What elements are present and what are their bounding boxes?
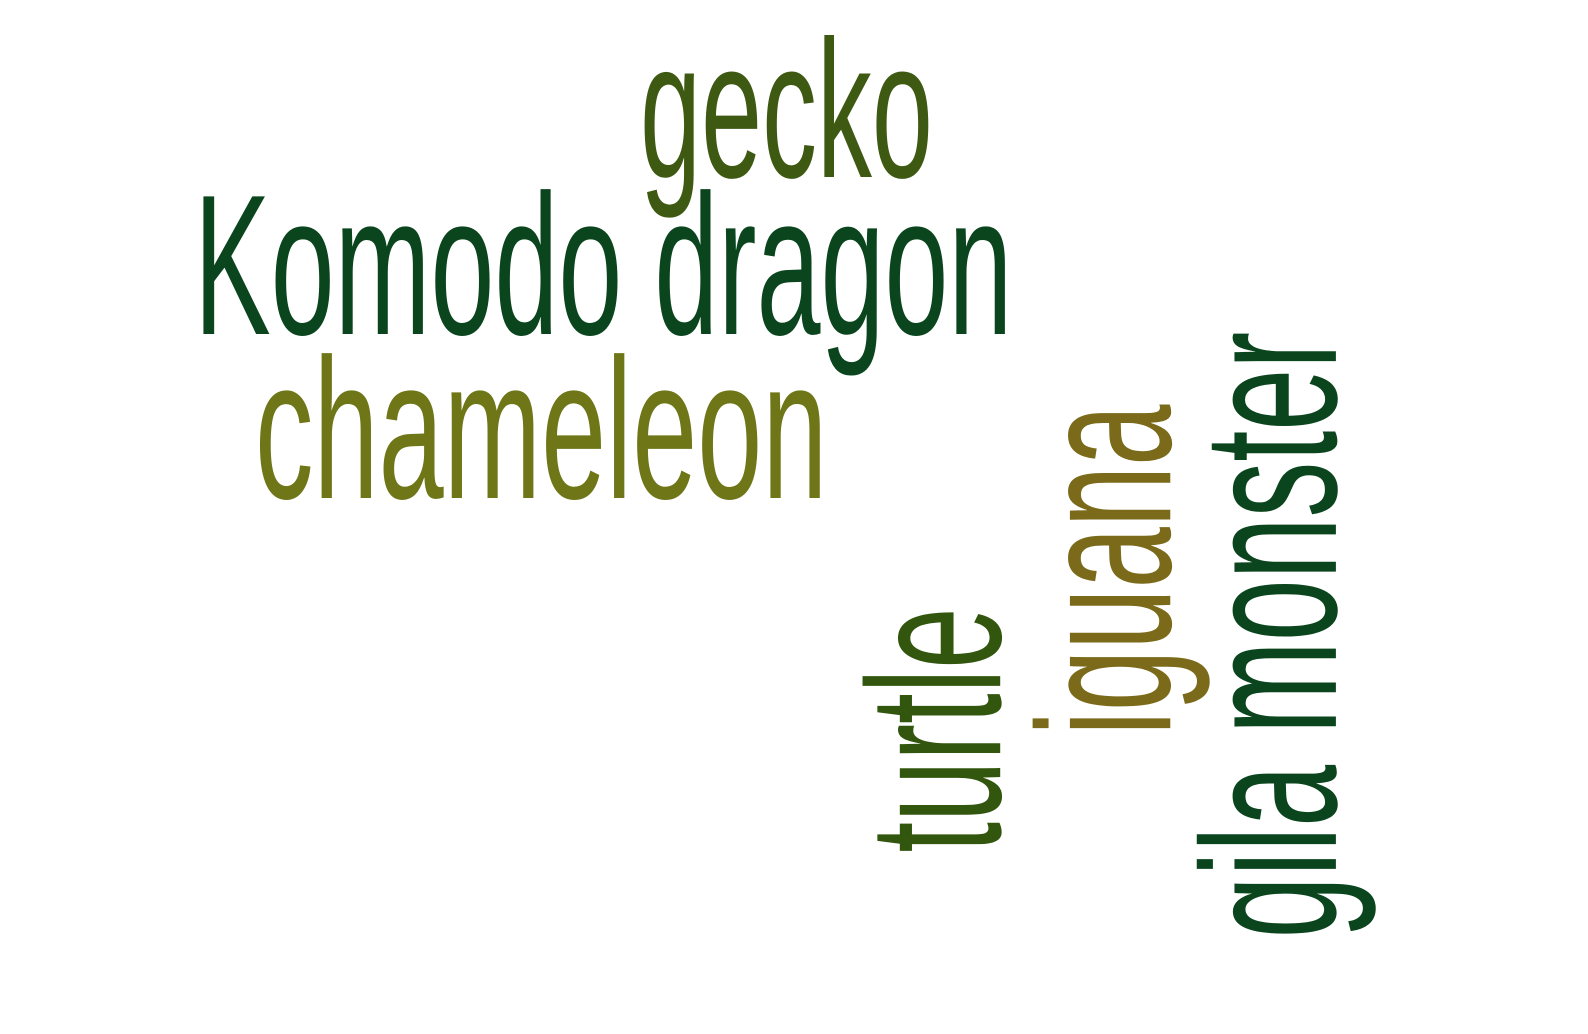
word-gecko: gecko — [640, 0, 933, 219]
word-gila-monster: gila monster — [1161, 331, 1377, 939]
word-komodo-dragon: Komodo dragon — [194, 154, 1013, 377]
word-chameleon: chameleon — [255, 318, 828, 541]
